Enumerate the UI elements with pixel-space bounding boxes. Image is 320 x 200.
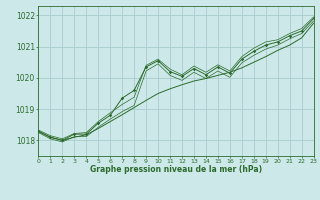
X-axis label: Graphe pression niveau de la mer (hPa): Graphe pression niveau de la mer (hPa): [90, 165, 262, 174]
